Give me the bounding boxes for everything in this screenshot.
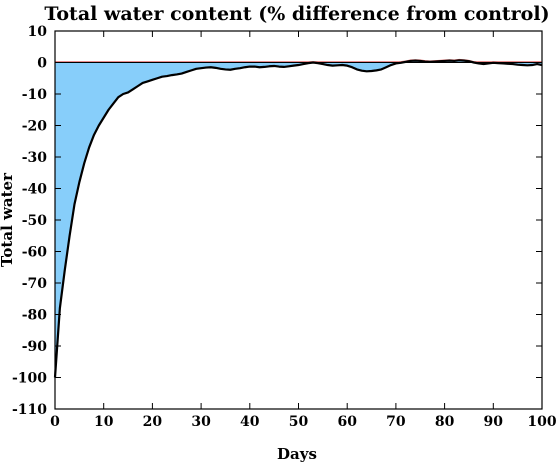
y-tick-label: -20 (22, 119, 48, 135)
x-tick-label: 70 (386, 414, 406, 430)
y-axis-label: Total water (0, 172, 16, 267)
x-tick-label: 20 (143, 414, 163, 430)
x-tick-label: 60 (337, 414, 357, 430)
y-tick-label: -70 (22, 276, 48, 292)
x-tick-label: 50 (289, 414, 309, 430)
x-tick-label: 80 (435, 414, 455, 430)
x-tick-label: 10 (94, 414, 114, 430)
y-tick-label: -30 (22, 150, 48, 166)
chart-title: Total water content (% difference from c… (44, 3, 549, 25)
y-tick-label: -10 (22, 87, 48, 103)
series-line (53, 59, 543, 378)
y-tick-label: -80 (22, 308, 48, 324)
x-tick-label: 30 (191, 414, 211, 430)
plot-area: 0 10 20 30 40 50 60 70 80 90 100100-10-20-30-40-50… (12, 24, 557, 430)
y-tick-label: 0 (37, 56, 47, 72)
y-tick-label: -50 (22, 213, 48, 229)
x-tick-label: 100 (527, 414, 556, 430)
y-tick-label: -40 (22, 182, 48, 198)
y-tick-label: -110 (12, 402, 47, 418)
x-axis-label: Days (277, 445, 317, 463)
y-tick-label: -60 (22, 245, 48, 261)
y-tick-label: 10 (28, 24, 48, 40)
x-tick-label: 40 (240, 414, 260, 430)
y-tick-label: -90 (22, 339, 48, 355)
x-tick-label: 0 (50, 414, 60, 430)
series-area (55, 60, 542, 378)
y-tick-label: -100 (12, 371, 47, 387)
x-tick-label: 90 (484, 414, 504, 430)
